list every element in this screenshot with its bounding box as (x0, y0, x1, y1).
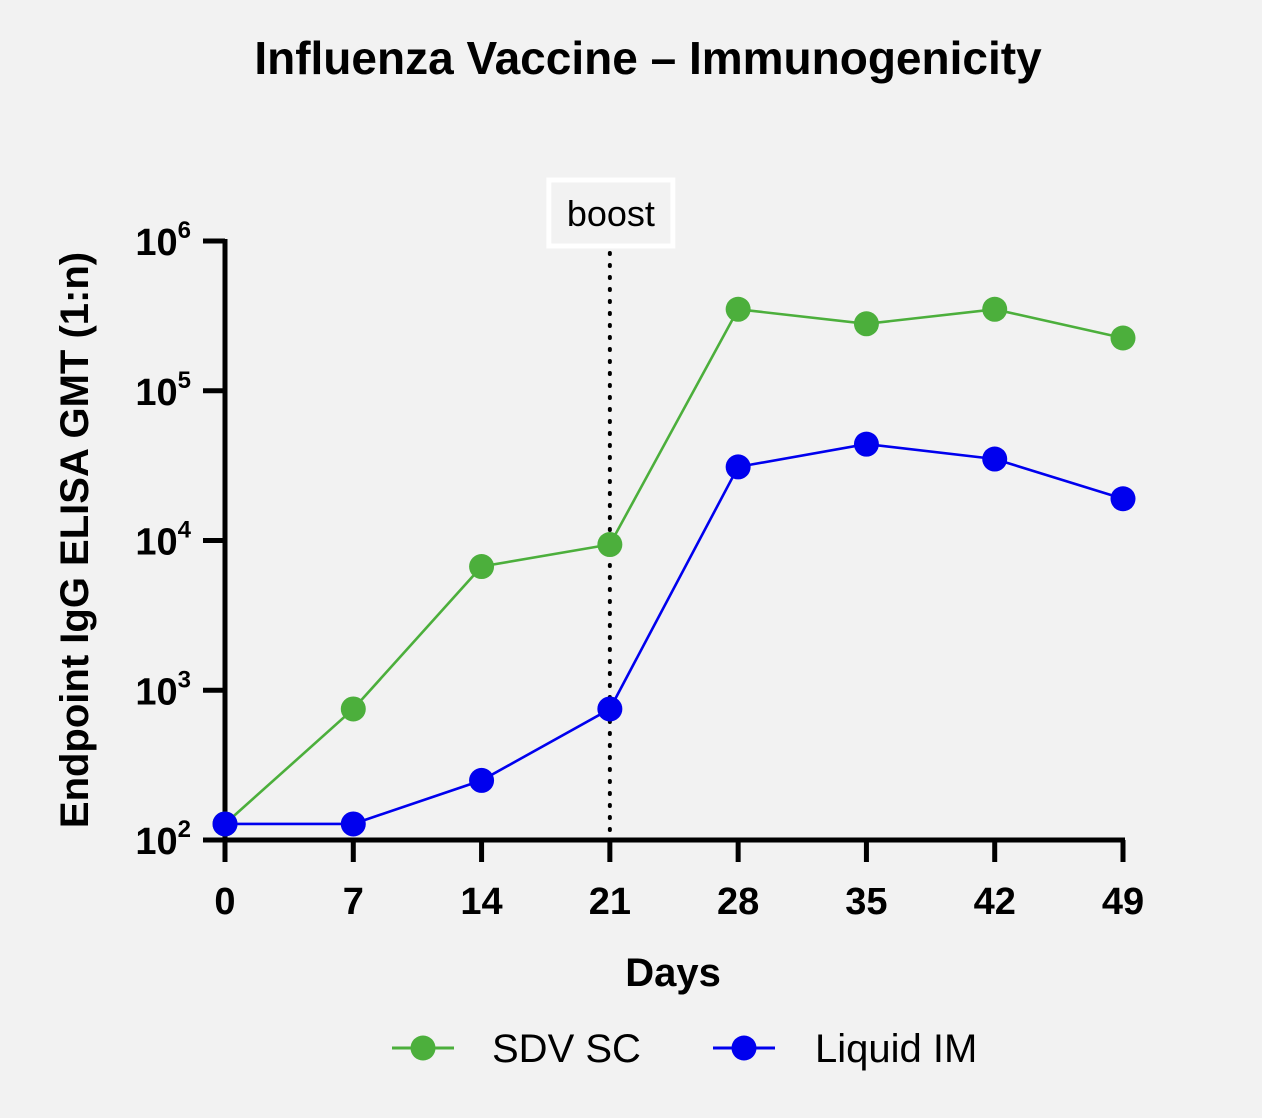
data-point-liquid-im (853, 431, 879, 457)
x-tick-label: 35 (845, 881, 887, 923)
legend: SDV SC Liquid IM (392, 1027, 977, 1071)
x-tick-label: 0 (214, 881, 235, 923)
y-tick-base: 10 (135, 372, 177, 414)
y-tick-exponent: 6 (178, 217, 191, 244)
legend-marker-sdv-sc (410, 1035, 436, 1061)
data-point-sdv-sc (1110, 325, 1136, 351)
series-layer (212, 296, 1136, 837)
data-point-sdv-sc (725, 296, 751, 322)
data-point-sdv-sc (982, 296, 1008, 322)
x-tick-label: 28 (717, 881, 759, 923)
y-tick-label: 105 (135, 367, 191, 414)
x-tick-label: 21 (589, 881, 631, 923)
data-point-sdv-sc (853, 311, 879, 337)
data-point-liquid-im (725, 454, 751, 480)
series-line-sdv-sc (224, 307, 1124, 825)
y-tick-label: 102 (135, 816, 191, 863)
y-tick-exponent: 2 (178, 816, 191, 843)
data-point-liquid-im (1110, 486, 1136, 512)
y-tick-exponent: 5 (178, 367, 191, 394)
data-point-liquid-im (212, 811, 238, 837)
y-tick-base: 10 (135, 671, 177, 713)
y-tick-exponent: 4 (178, 517, 192, 544)
x-axis-label: Days (625, 951, 721, 995)
y-tick-base: 10 (135, 522, 177, 564)
data-point-liquid-im (597, 696, 623, 722)
data-point-sdv-sc (340, 696, 366, 722)
y-tick-label: 103 (135, 666, 191, 713)
data-point-sdv-sc (469, 554, 495, 580)
x-tick-label: 42 (974, 881, 1016, 923)
data-point-liquid-im (340, 811, 366, 837)
y-axis-label: Endpoint IgG ELISA GMT (1:n) (53, 252, 97, 828)
x-tick-label: 7 (343, 881, 364, 923)
y-tick-label: 106 (135, 217, 191, 264)
data-point-liquid-im (982, 446, 1008, 472)
data-point-liquid-im (469, 767, 495, 793)
legend-label-sdv-sc: SDV SC (492, 1027, 641, 1071)
x-tick-label: 14 (460, 881, 502, 923)
y-tick-exponent: 3 (178, 666, 191, 693)
legend-label-liquid-im: Liquid IM (815, 1027, 977, 1071)
legend-marker-liquid-im (731, 1035, 757, 1061)
y-tick-base: 10 (135, 222, 177, 264)
boost-label-box (546, 177, 676, 249)
chart-title: Influenza Vaccine – Immunogenicity (254, 32, 1042, 84)
boost-label: boost (567, 193, 655, 234)
data-point-sdv-sc (597, 532, 623, 558)
x-tick-label: 49 (1102, 881, 1144, 923)
series-line-liquid-im (225, 442, 1124, 826)
y-tick-label: 104 (135, 517, 191, 564)
y-tick-base: 10 (135, 821, 177, 863)
